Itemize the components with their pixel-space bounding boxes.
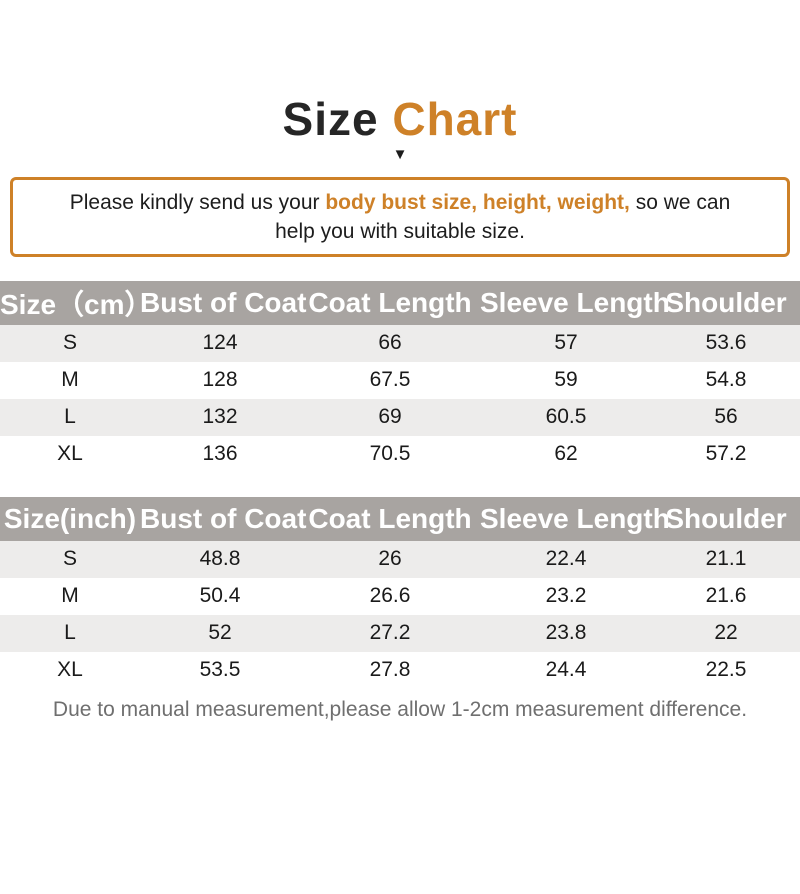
column-header: Bust of Coat [140,496,306,541]
table-cell: 26 [378,547,402,571]
table-cell: 53.5 [199,658,241,682]
title-word-size: Size [282,93,393,145]
measurement-disclaimer: Due to manual measurement,please allow 1… [52,697,748,721]
table-cell: 60.5 [545,405,587,429]
table-cell: 50.4 [199,584,241,608]
table-row: S 48.8 26 22.4 21.1 [0,540,800,578]
table-cell: 23.8 [545,621,587,645]
table-cell: 27.2 [369,621,411,645]
table-cell: 54.8 [705,368,747,392]
table-cell: 70.5 [369,442,411,466]
table-row: M 128 67.5 59 54.8 [0,361,800,399]
table-cell: 22 [714,621,738,645]
table-cell: 136 [202,442,238,466]
table-cell: 21.6 [705,584,747,608]
table-cell: 57 [554,331,578,355]
size-table-cm: Size（cm） Bust of Coat Coat Length Sleeve Le… [0,280,800,473]
table-cell: L [64,405,76,429]
table-cell: 57.2 [705,442,747,466]
table-cell: 67.5 [369,368,411,392]
table-cell: 27.8 [369,658,411,682]
column-header: Coat Length [300,280,480,325]
size-table-inch: Size(inch) Bust of Coat Coat Length Sleeve … [0,496,800,689]
table-cell: 66 [378,331,402,355]
table-row: L 132 69 60.5 56 [0,398,800,436]
table-cell: 56 [714,405,738,429]
down-triangle-icon: ▼ [392,145,408,163]
column-header: Size(inch) [0,496,140,541]
notice-text-highlight: body bust size, height, weight, [325,190,630,214]
table-cell: XL [57,658,83,682]
table-cell: XL [57,442,83,466]
size-chart-page: Size Chart ▼ Please kindly send us your … [0,94,800,894]
column-header: Shoulder [652,496,800,541]
column-header: Size（cm） [0,280,153,325]
table-cell: 26.6 [369,584,411,608]
table-cell: 69 [378,405,402,429]
page-title: Size Chart [0,94,800,145]
table-header-row: Size(inch) Bust of Coat Coat Length Sleeve … [0,496,800,541]
table-row: XL 53.5 27.8 24.4 22.5 [0,651,800,689]
column-header: Shoulder [652,280,800,325]
table-row: XL 136 70.5 62 57.2 [0,435,800,473]
notice-text-line2: help you with suitable size. [275,219,525,243]
table-cell: 23.2 [545,584,587,608]
table-cell: 53.6 [705,331,747,355]
table-cell: 124 [202,331,238,355]
column-header: Sleeve Length [480,280,670,325]
table-cell: 128 [202,368,238,392]
table-cell: 24.4 [545,658,587,682]
notice-text-suffix: so we can [629,190,731,214]
column-header: Bust of Coat [140,280,306,325]
table-cell: 62 [554,442,578,466]
table-cell: M [61,368,79,392]
table-header-row: Size（cm） Bust of Coat Coat Length Sleeve Le… [0,280,800,325]
table-row: L 52 27.2 23.8 22 [0,614,800,652]
table-cell: M [61,584,79,608]
table-cell: 22.5 [705,658,747,682]
table-cell: S [62,547,77,571]
table-cell: 21.1 [705,547,747,571]
table-cell: S [62,331,77,355]
column-header: Sleeve Length [480,496,670,541]
table-cell: 22.4 [545,547,587,571]
table-cell: 59 [554,368,578,392]
column-header: Coat Length [300,496,480,541]
table-cell: 52 [208,621,232,645]
notice-box: Please kindly send us your body bust siz… [10,176,790,257]
table-cell: 132 [202,405,238,429]
table-row: S 124 66 57 53.6 [0,324,800,362]
table-cell: L [64,621,76,645]
table-row: M 50.4 26.6 23.2 21.6 [0,577,800,615]
notice-text-prefix: Please kindly send us your [69,190,326,214]
table-cell: 48.8 [199,547,241,571]
title-word-chart: Chart [392,93,518,145]
